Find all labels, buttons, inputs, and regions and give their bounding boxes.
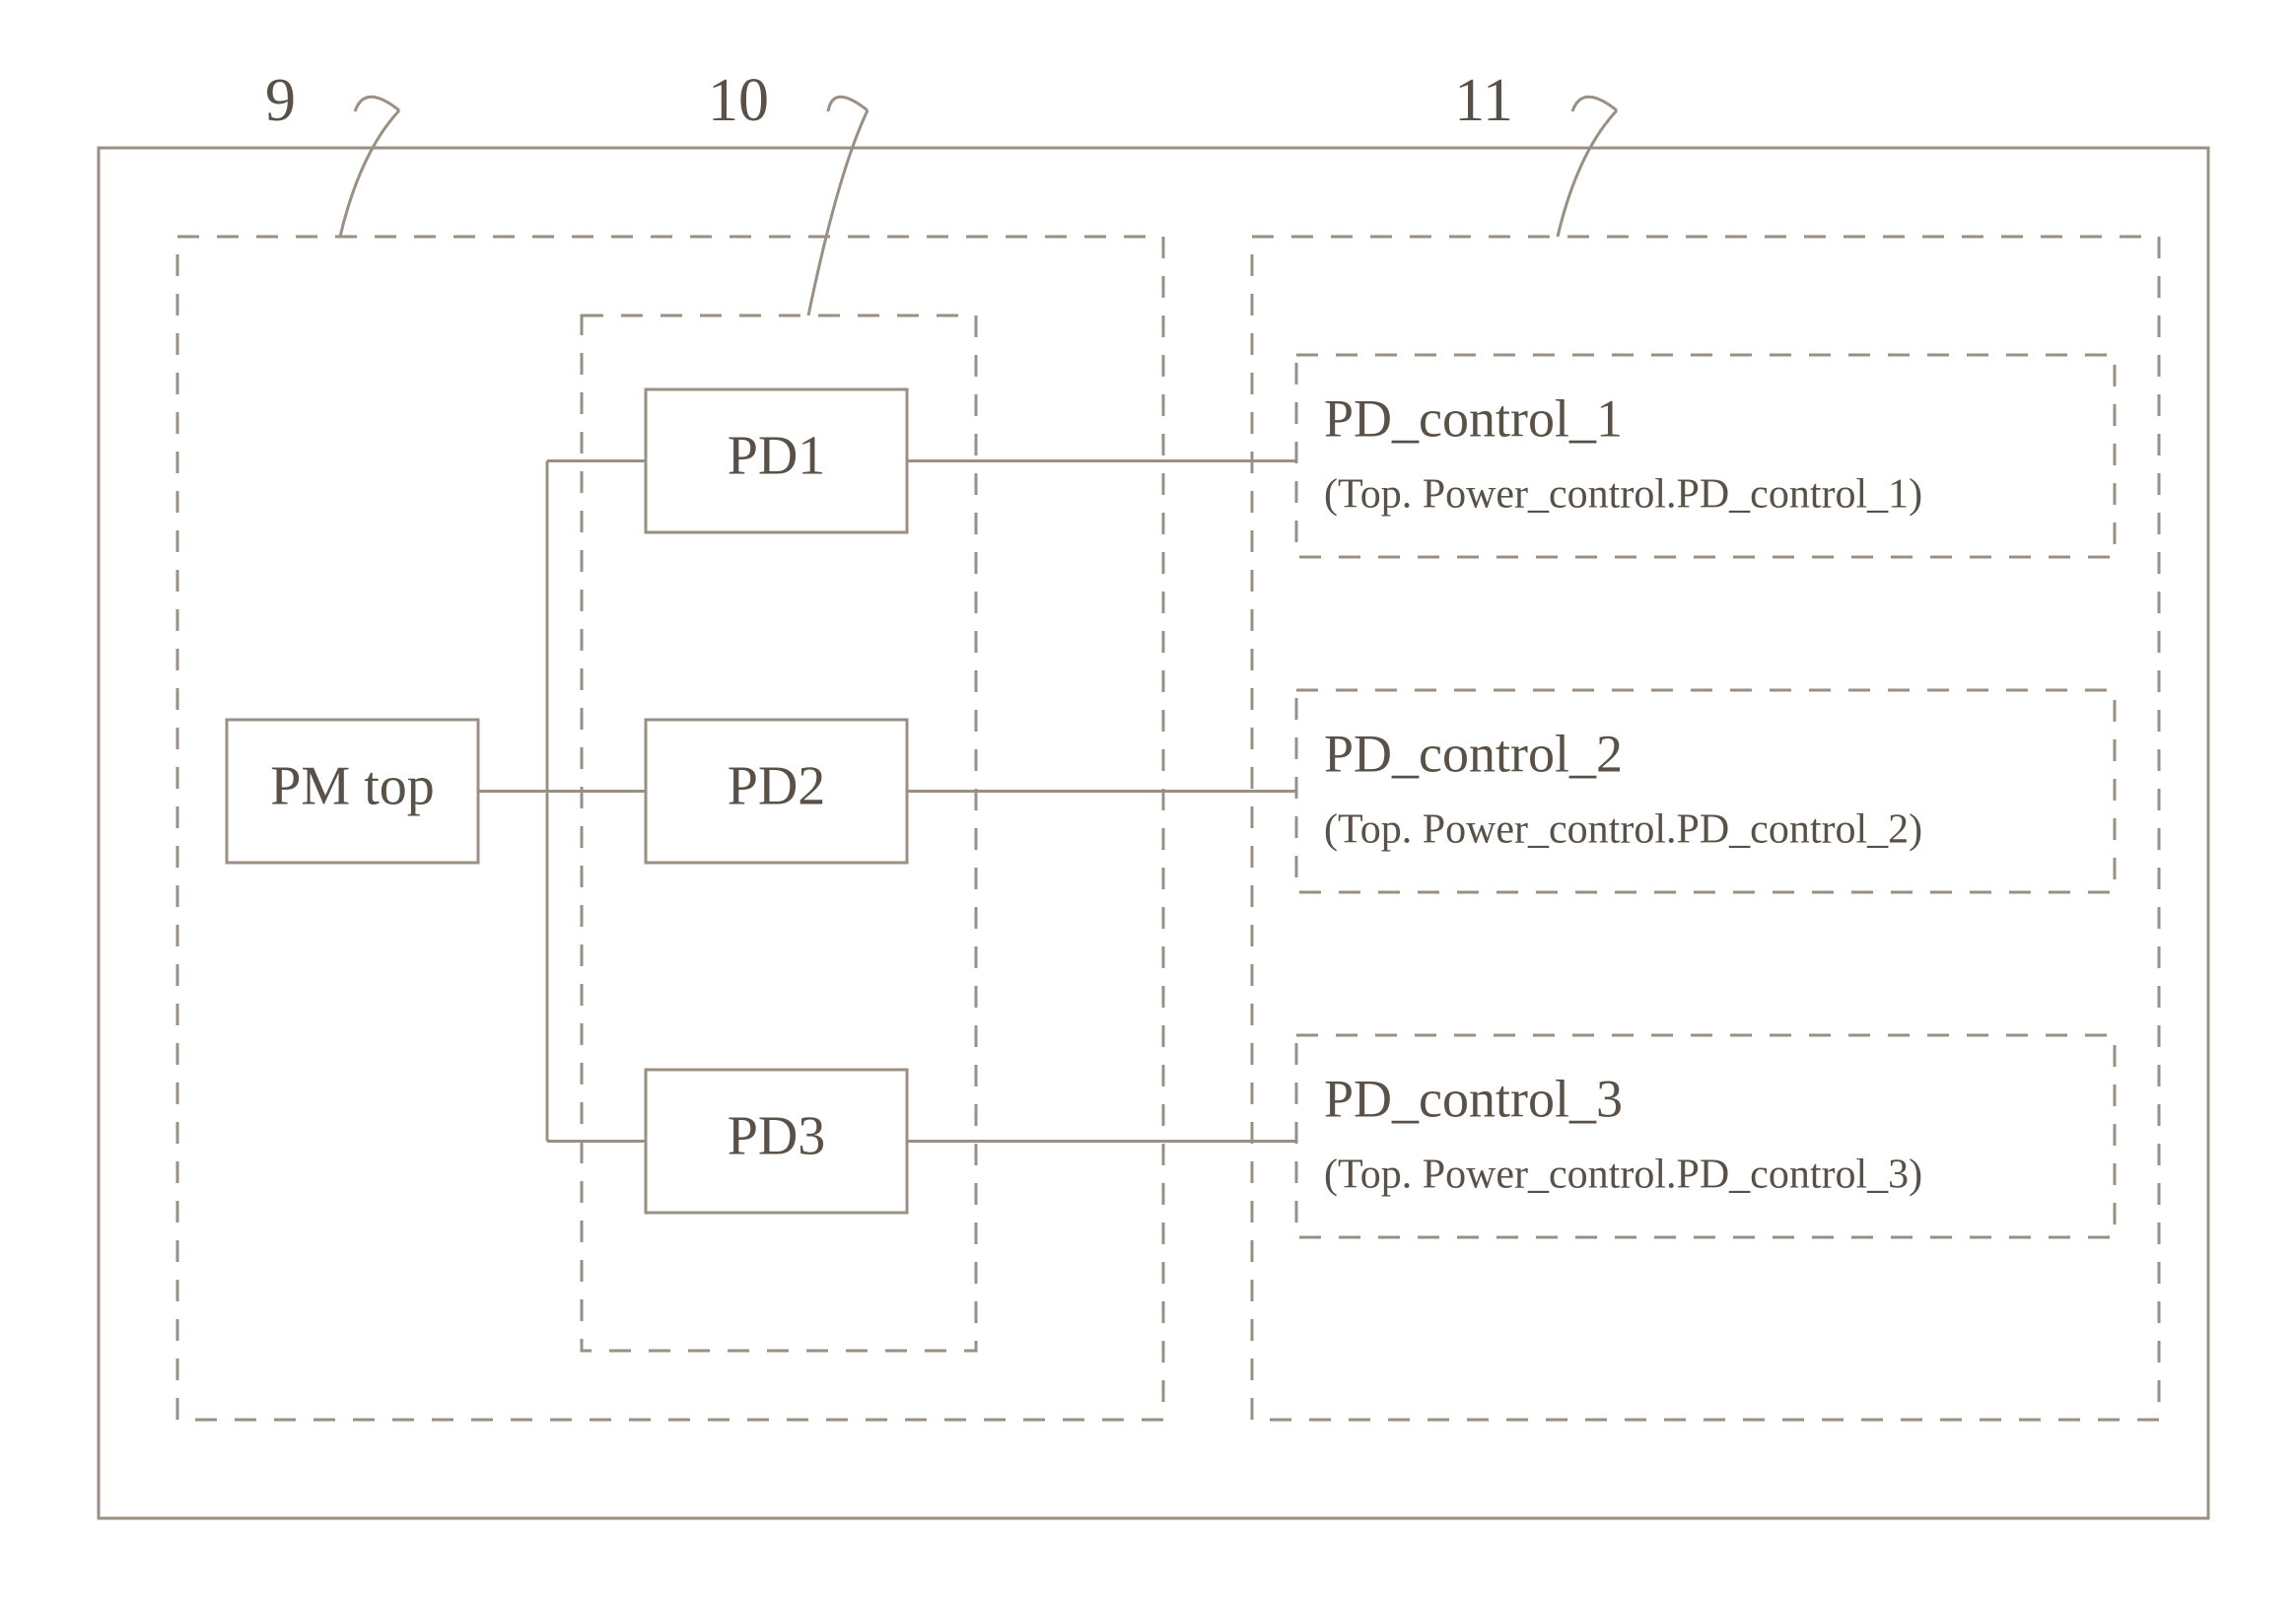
pd-control-2-box [1296,690,2115,892]
pd-control-2-title: PD_control_2 [1324,724,1623,783]
callout-10-hook [828,97,868,111]
pd-control-3-box [1296,1035,2115,1237]
pd-control-1-title: PD_control_1 [1324,388,1623,448]
pd-control-3-sub: (Top. Power_control.PD_control_3) [1324,1153,1922,1198]
pd1-label: PD1 [728,425,826,486]
callout-9-curve [340,110,399,237]
region-9-box [177,237,1163,1420]
pm-top-label: PM top [270,755,435,816]
callout-9-label: 9 [265,67,296,134]
pd-control-2-sub: (Top. Power_control.PD_control_2) [1324,807,1922,853]
callout-11-label: 11 [1454,67,1513,134]
pd3-label: PD3 [728,1105,826,1166]
callout-11-curve [1558,110,1617,237]
callout-11-hook [1572,97,1617,111]
pd-control-1-box [1296,355,2115,557]
callout-10-curve [808,110,868,315]
pd2-label: PD2 [728,755,826,816]
pd-control-3-title: PD_control_3 [1324,1069,1623,1128]
pd-control-1-sub: (Top. Power_control.PD_control_1) [1324,472,1922,518]
callout-9-hook [355,97,399,111]
callout-10-label: 10 [708,67,769,134]
